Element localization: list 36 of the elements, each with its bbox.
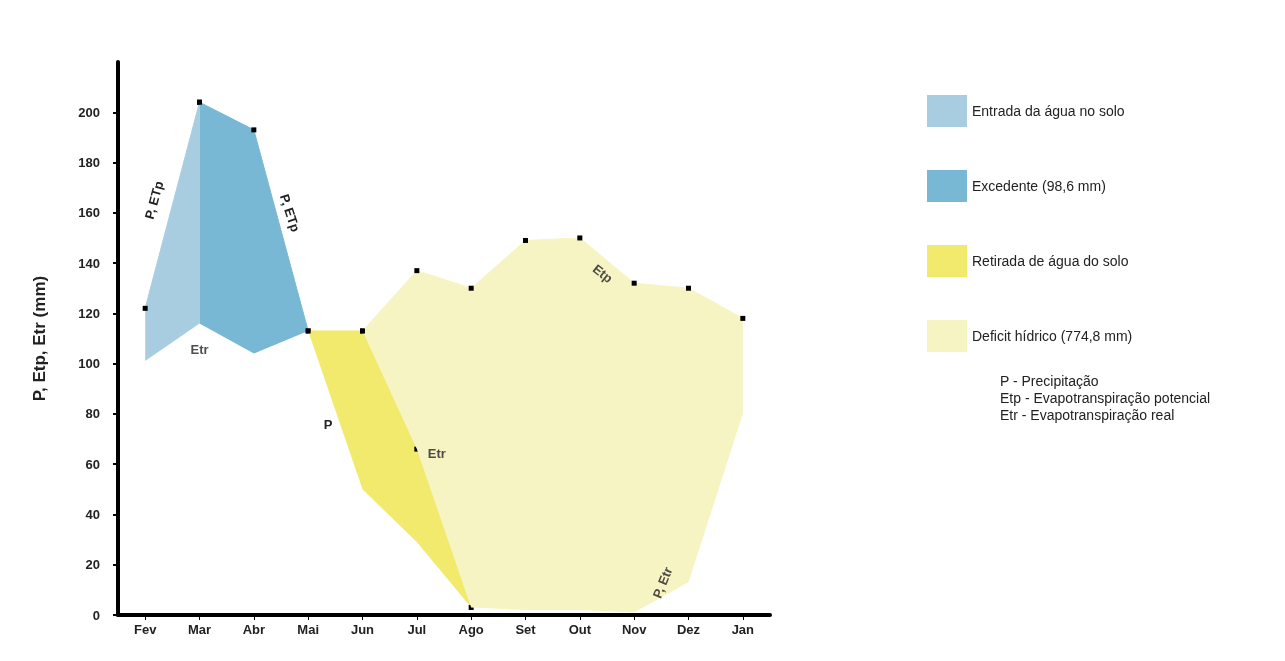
- text: P - Precipitação Etp - Evapotranspiração potencial Etr - Evapotranspiração real: [1000, 372, 1211, 423]
- x-tick-label: Nov: [621, 622, 648, 637]
- y-tick-label: 140: [78, 255, 100, 271]
- y-tick-label: 180: [78, 155, 100, 171]
- y-tick-label: 20: [85, 557, 100, 573]
- x-tick-label: Mai: [297, 622, 319, 637]
- x-tick-label: Jan: [731, 622, 755, 637]
- x-tick-label: Jun: [350, 622, 375, 637]
- annotation: Etr: [427, 445, 446, 461]
- annotation: P, ETp: [276, 192, 304, 234]
- x-tick-label: Set: [515, 622, 537, 637]
- x-tick-label: Fev: [133, 622, 158, 637]
- x-tick-label: Jul: [407, 622, 427, 637]
- x-tick-label: Dez: [676, 622, 701, 637]
- legend-label: Entrada da água no solo: [972, 103, 1125, 119]
- legend-label: Retirada de água do solo: [972, 253, 1129, 269]
- annotation: P, ETp: [141, 179, 167, 221]
- x-tick-label: Mar: [187, 622, 212, 637]
- x-tick-label: Out: [568, 622, 592, 637]
- annotation: Etp: [589, 261, 616, 286]
- y-tick-label: 120: [78, 305, 100, 321]
- legend-label: Deficit hídrico (774,8 mm): [972, 328, 1133, 344]
- y-tick-label: 100: [78, 356, 100, 372]
- x-tick-label: Abr: [242, 622, 266, 637]
- y-tick-label: 200: [78, 104, 100, 120]
- y-tick-label: 0: [92, 607, 100, 623]
- y-tick-label: 40: [85, 506, 100, 522]
- y-axis-title: P, Etp, Etr (mm): [30, 275, 49, 402]
- annotation: P, Etr: [649, 564, 676, 601]
- legend-label: Excedente (98,6 mm): [972, 178, 1106, 194]
- annotation: P: [323, 416, 333, 432]
- x-tick-label: Ago: [458, 622, 484, 637]
- y-tick-label: 80: [85, 406, 100, 422]
- annotation: Etr: [190, 341, 209, 357]
- y-tick-label: 160: [78, 205, 100, 221]
- y-tick-label: 60: [85, 456, 100, 472]
